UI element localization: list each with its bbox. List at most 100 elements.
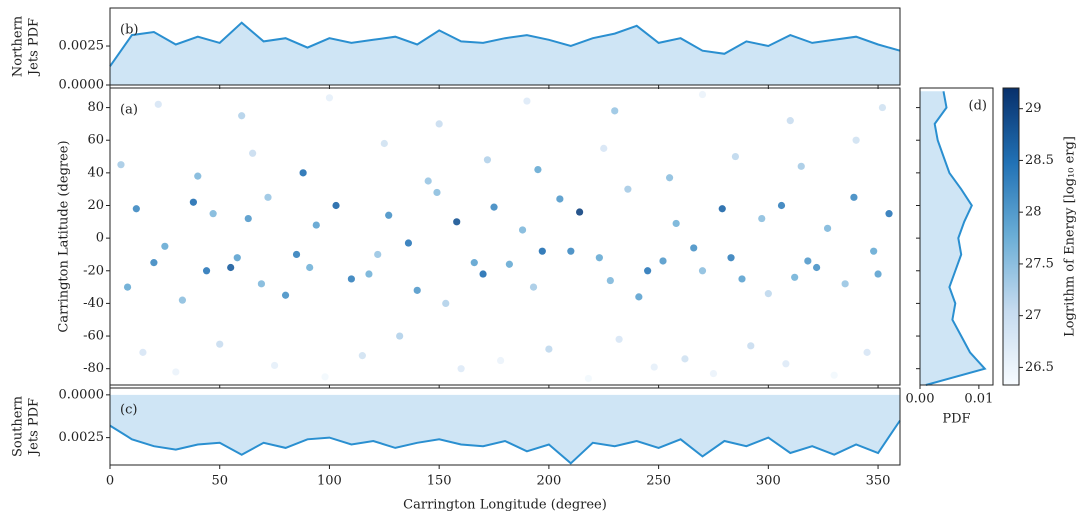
jet-point — [624, 185, 632, 193]
jet-point — [270, 361, 279, 370]
y-tick-label: 80 — [87, 100, 104, 115]
colorbar-tick-label: 27.5 — [1025, 256, 1054, 271]
jet-point — [567, 247, 575, 255]
jet-point — [698, 267, 707, 275]
jet-point — [777, 201, 786, 210]
jet-point — [380, 139, 388, 148]
y-axis-label: Jets PDF — [27, 398, 42, 457]
jet-point — [194, 172, 202, 180]
jet-point — [457, 365, 465, 373]
jet-point — [786, 117, 794, 125]
jet-point — [709, 369, 718, 378]
jet-point — [747, 342, 755, 350]
colorbar — [1002, 87, 1020, 386]
jet-point — [257, 280, 266, 288]
jet-point — [292, 250, 301, 259]
jet-point — [154, 100, 162, 108]
jet-point — [650, 363, 658, 371]
pdf-line — [109, 21, 901, 67]
jet-point — [841, 280, 849, 288]
colorbar-tick-label: 27 — [1025, 308, 1042, 323]
jet-point — [404, 239, 413, 247]
x-tick-label: 0.00 — [906, 392, 935, 407]
jet-point — [518, 226, 527, 234]
jet-point — [374, 250, 382, 259]
jet-point — [830, 371, 838, 379]
jet-point — [797, 162, 805, 170]
colorbar-tick-label: 29 — [1025, 101, 1042, 116]
x-axis-label: PDF — [942, 412, 970, 427]
y-axis-label: Northern — [11, 15, 26, 77]
jet-point — [538, 247, 546, 255]
y-tick-label: 60 — [87, 133, 104, 148]
jet-point — [804, 257, 812, 265]
jet-point — [813, 263, 821, 272]
jet-point — [299, 169, 307, 177]
jet-point — [306, 263, 314, 272]
pdf-line — [109, 419, 901, 465]
jet-point — [529, 283, 538, 291]
jet-point — [852, 136, 860, 144]
jet-point — [216, 340, 224, 348]
jet-point — [264, 193, 272, 201]
jet-point — [850, 193, 858, 201]
x-tick-label: 0.01 — [964, 392, 993, 407]
jet-point — [470, 259, 478, 267]
jet-point — [523, 97, 531, 105]
jet-point — [209, 210, 217, 218]
jet-point — [479, 270, 487, 278]
jet-point — [321, 373, 329, 381]
jet-point — [172, 368, 180, 376]
panel-frame — [919, 87, 994, 386]
x-tick-label: 150 — [427, 474, 452, 489]
jet-point — [870, 247, 878, 255]
jet-point — [365, 270, 373, 278]
panel-label: (a) — [120, 103, 138, 118]
y-tick-label: -20 — [83, 263, 104, 278]
y-tick-label: 0.0025 — [59, 39, 105, 54]
x-tick-label: 350 — [866, 474, 891, 489]
panel-frame — [109, 7, 901, 86]
jet-point — [325, 94, 334, 102]
jet-point — [823, 224, 832, 232]
jet-point — [611, 107, 619, 115]
jet-point — [238, 112, 246, 120]
jet-point — [758, 214, 766, 223]
y-axis-label: Carrington Latitude (degree) — [57, 140, 72, 332]
panel-frame — [109, 387, 901, 466]
area-fill — [110, 22, 900, 85]
x-tick-label: 200 — [536, 474, 561, 489]
jet-point — [249, 149, 257, 157]
area-fill — [920, 91, 985, 385]
jet-point — [681, 355, 689, 363]
jet-point — [874, 270, 882, 278]
jet-point — [233, 254, 241, 262]
jet-point — [497, 356, 505, 365]
jet-point — [595, 254, 603, 262]
y-tick-label: -60 — [83, 329, 104, 344]
jet-point — [878, 103, 887, 112]
jet-point — [505, 260, 513, 268]
jet-point — [178, 296, 187, 304]
jet-point — [764, 290, 772, 298]
panel-frame — [109, 87, 901, 386]
jet-point — [672, 219, 680, 228]
jet-point — [227, 263, 235, 272]
y-axis-label: Jets PDF — [27, 18, 42, 77]
jet-point — [189, 198, 197, 206]
jet-point — [644, 267, 652, 275]
y-tick-label: 20 — [87, 198, 104, 213]
jet-point — [545, 345, 553, 353]
panel-label: (c) — [120, 403, 137, 418]
jet-point — [123, 283, 132, 291]
jet-point — [791, 273, 799, 281]
jet-point — [615, 335, 623, 343]
y-tick-label: 0.0025 — [59, 430, 105, 445]
x-tick-label: 250 — [646, 474, 671, 489]
colorbar-tick-label: 28.5 — [1025, 153, 1054, 168]
x-tick-label: 300 — [756, 474, 781, 489]
x-axis-label: Carrington Longitude (degree) — [403, 498, 607, 513]
jet-point — [139, 348, 147, 356]
jet-point — [244, 214, 252, 223]
